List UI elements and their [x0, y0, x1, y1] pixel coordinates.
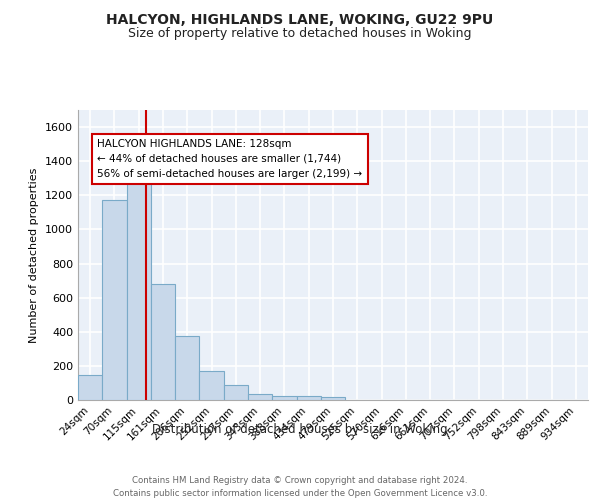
Bar	[321, 398, 345, 400]
Bar	[151, 284, 175, 400]
Text: HALCYON HIGHLANDS LANE: 128sqm
← 44% of detached houses are smaller (1,744)
56% : HALCYON HIGHLANDS LANE: 128sqm ← 44% of …	[97, 139, 362, 178]
Bar	[127, 184, 151, 400]
Bar	[78, 375, 102, 400]
Text: Contains HM Land Registry data © Crown copyright and database right 2024.
Contai: Contains HM Land Registry data © Crown c…	[113, 476, 487, 498]
Bar	[248, 394, 272, 400]
Text: Distribution of detached houses by size in Woking: Distribution of detached houses by size …	[152, 422, 448, 436]
Bar	[102, 200, 127, 400]
Bar	[175, 336, 199, 400]
Text: HALCYON, HIGHLANDS LANE, WOKING, GU22 9PU: HALCYON, HIGHLANDS LANE, WOKING, GU22 9P…	[106, 12, 494, 26]
Bar	[272, 396, 296, 400]
Y-axis label: Number of detached properties: Number of detached properties	[29, 168, 40, 342]
Bar	[199, 372, 224, 400]
Text: Size of property relative to detached houses in Woking: Size of property relative to detached ho…	[128, 28, 472, 40]
Bar	[224, 384, 248, 400]
Bar	[296, 396, 321, 400]
